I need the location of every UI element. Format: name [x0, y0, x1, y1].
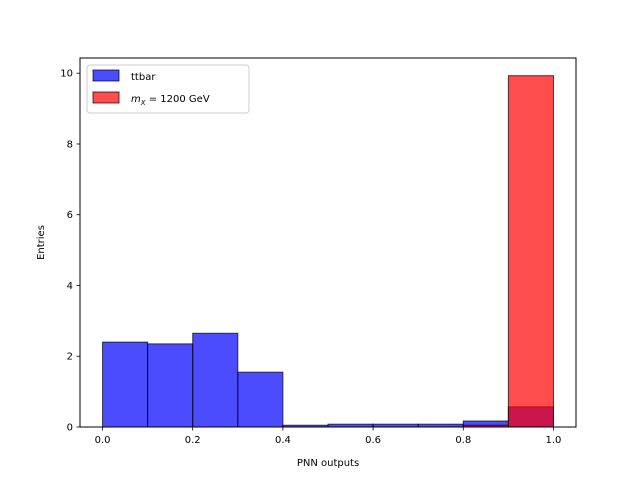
x-tick-label: 0.8	[455, 435, 471, 446]
x-tick-label: 0.6	[365, 435, 381, 446]
x-tick-label: 0.2	[185, 435, 201, 446]
legend-label-signal-prefix: m	[131, 94, 141, 105]
legend-label-ttbar: ttbar	[131, 72, 156, 83]
series-ttbar-bars	[102, 332, 554, 428]
legend-label-signal-subscript: X	[140, 99, 146, 107]
histogram-bar	[507, 75, 554, 428]
legend-label-signal: mX = 1200 GeV	[131, 94, 210, 107]
legend-frame	[86, 64, 250, 114]
y-tick-label: 2	[67, 352, 73, 363]
series-signal-bars	[462, 75, 554, 428]
y-axis: 0 2 4 6 8 10	[60, 69, 80, 434]
y-tick-label: 10	[60, 69, 73, 80]
histogram-bar	[237, 371, 284, 428]
histogram-bar	[192, 332, 239, 428]
legend-label-signal-suffix: = 1200 GeV	[146, 94, 210, 105]
x-axis: 0.0 0.2 0.4 0.6 0.8 1.0	[95, 427, 562, 446]
x-tick-label: 0.0	[95, 435, 111, 446]
legend-swatch-signal	[92, 91, 120, 104]
x-tick-label: 0.4	[275, 435, 291, 446]
y-tick-label: 0	[67, 423, 73, 434]
x-tick-label: 1.0	[546, 435, 562, 446]
histogram-bar	[147, 343, 194, 428]
y-tick-label: 6	[67, 210, 73, 221]
y-tick-label: 4	[67, 281, 73, 292]
y-tick-label: 8	[67, 139, 73, 150]
histogram-bar	[102, 341, 149, 428]
legend-swatch-ttbar	[92, 69, 120, 82]
x-axis-title: PNN outputs	[297, 458, 359, 469]
plot-area-frame	[79, 57, 577, 428]
legend: ttbar mX = 1200 GeV	[86, 64, 250, 114]
y-axis-title: Entries	[36, 225, 47, 260]
